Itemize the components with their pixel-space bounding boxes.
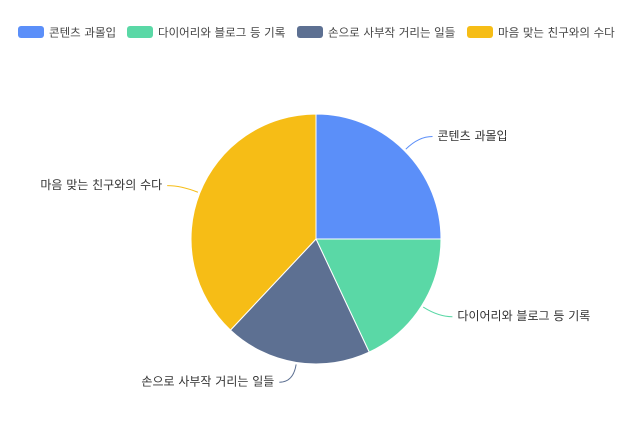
slice-label: 손으로 사부작 거리는 일들 xyxy=(141,375,274,389)
leader-line xyxy=(405,135,433,150)
legend-label: 마음 맞는 친구와의 수다 xyxy=(498,26,615,40)
pie-slice xyxy=(315,238,442,353)
pie-slice xyxy=(190,113,317,331)
legend-marker xyxy=(297,26,323,38)
slice-label: 콘텐츠 과몰입 xyxy=(438,129,508,143)
legend-label: 손으로 사부작 거리는 일들 xyxy=(328,26,455,40)
legend-marker xyxy=(18,26,44,38)
leader-line xyxy=(167,185,199,193)
leader-line xyxy=(279,364,297,383)
legend-marker xyxy=(127,26,153,38)
slice-label: 마음 맞는 친구와의 수다 xyxy=(40,178,162,192)
legend-marker xyxy=(467,26,493,38)
legend-label: 다이어리와 블로그 등 기록 xyxy=(158,26,285,40)
pie-slice xyxy=(229,238,370,365)
slice-label: 다이어리와 블로그 등 기록 xyxy=(457,309,590,323)
pie-slice xyxy=(315,113,442,240)
legend-label: 콘텐츠 과몰입 xyxy=(49,26,116,40)
leader-line xyxy=(422,306,453,318)
legend: 콘텐츠 과몰입 다이어리와 블로그 등 기록 손으로 사부작 거리는 일들 마음 맞는… xyxy=(18,26,615,40)
